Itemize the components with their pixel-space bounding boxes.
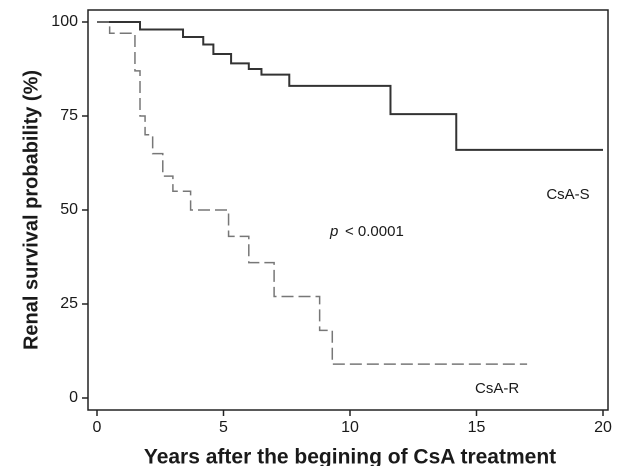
y-tick-label: 0: [69, 389, 78, 406]
y-axis-title: Renal survival probability (%): [20, 70, 42, 350]
survival-curve: [97, 21, 603, 151]
x-tick-label: 0: [93, 419, 102, 436]
y-tick-label: 100: [51, 13, 78, 30]
x-tick-label: 15: [468, 419, 486, 436]
p-label: p: [329, 223, 338, 240]
y-tick-label: 75: [60, 107, 78, 124]
x-tick-label: 10: [341, 419, 359, 436]
x-axis-title: Years after the begining of CsA treatmen…: [144, 446, 556, 466]
legend-label: CsA-S: [546, 186, 589, 203]
survival-curve: [97, 21, 528, 365]
x-tick-label: 20: [594, 419, 612, 436]
plot-frame: [87, 9, 609, 411]
legend-label: CsA-R: [475, 380, 519, 397]
y-tick-label: 50: [60, 201, 78, 218]
x-tick-label: 5: [219, 419, 228, 436]
p-value: < 0.0001: [345, 223, 404, 240]
y-tick-label: 25: [60, 295, 78, 312]
